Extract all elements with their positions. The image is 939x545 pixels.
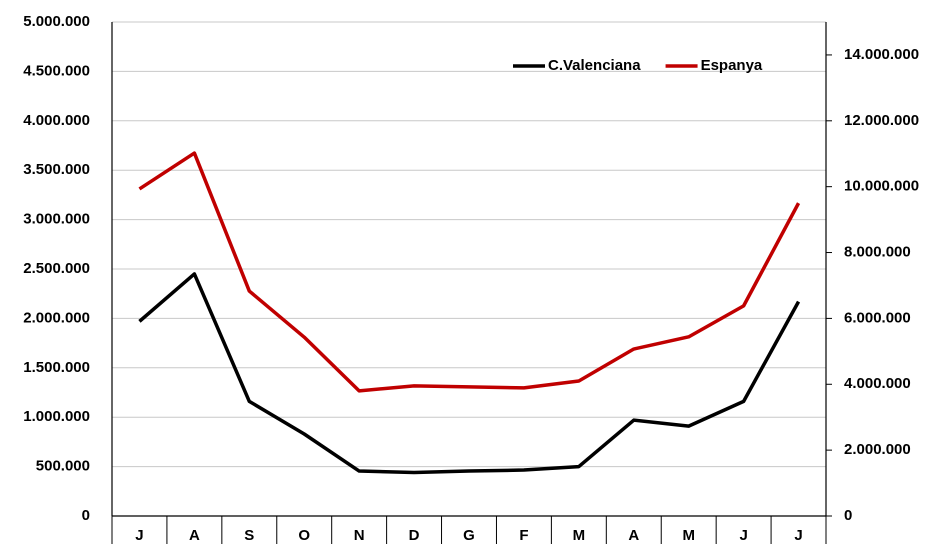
x-tick-label: A <box>628 527 639 544</box>
y2-tick-label: 2.000.000 <box>844 441 911 458</box>
series-line <box>138 151 801 393</box>
x-tick-label: M <box>573 527 586 544</box>
y2-tick-label: 14.000.000 <box>844 46 919 63</box>
x-tick-label: O <box>298 527 310 544</box>
x-tick-label: F <box>519 527 528 544</box>
y2-tick-label: 4.000.000 <box>844 375 911 392</box>
y-tick-label: 1.000.000 <box>23 408 90 425</box>
y-tick-label: 3.000.000 <box>23 211 90 228</box>
x-tick-label: A <box>189 527 200 544</box>
y2-tick-label: 0 <box>844 507 852 524</box>
y2-tick-label: 8.000.000 <box>844 244 911 261</box>
legend-label: Espanya <box>701 57 763 74</box>
x-tick-label: N <box>354 527 365 544</box>
y2-tick-label: 6.000.000 <box>844 309 911 326</box>
y-tick-label: 2.000.000 <box>23 309 90 326</box>
x-tick-label: D <box>409 527 420 544</box>
x-tick-label: J <box>794 527 802 544</box>
y-tick-label: 2.500.000 <box>23 260 90 277</box>
y-tick-label: 5.000.000 <box>23 13 90 30</box>
x-tick-label: J <box>135 527 143 544</box>
y-tick-label: 500.000 <box>36 458 90 475</box>
y-tick-label: 0 <box>82 507 90 524</box>
y-tick-label: 4.000.000 <box>23 112 90 129</box>
y-tick-label: 4.500.000 <box>23 62 90 79</box>
legend-label: C.Valenciana <box>548 57 641 74</box>
y2-tick-label: 12.000.000 <box>844 112 919 129</box>
x-tick-label: G <box>463 527 475 544</box>
series-line <box>138 272 801 475</box>
x-tick-label: S <box>244 527 254 544</box>
y-tick-label: 1.500.000 <box>23 359 90 376</box>
x-tick-label: J <box>739 527 747 544</box>
x-tick-label: M <box>682 527 695 544</box>
y-tick-label: 3.500.000 <box>23 161 90 178</box>
y2-tick-label: 10.000.000 <box>844 178 919 195</box>
